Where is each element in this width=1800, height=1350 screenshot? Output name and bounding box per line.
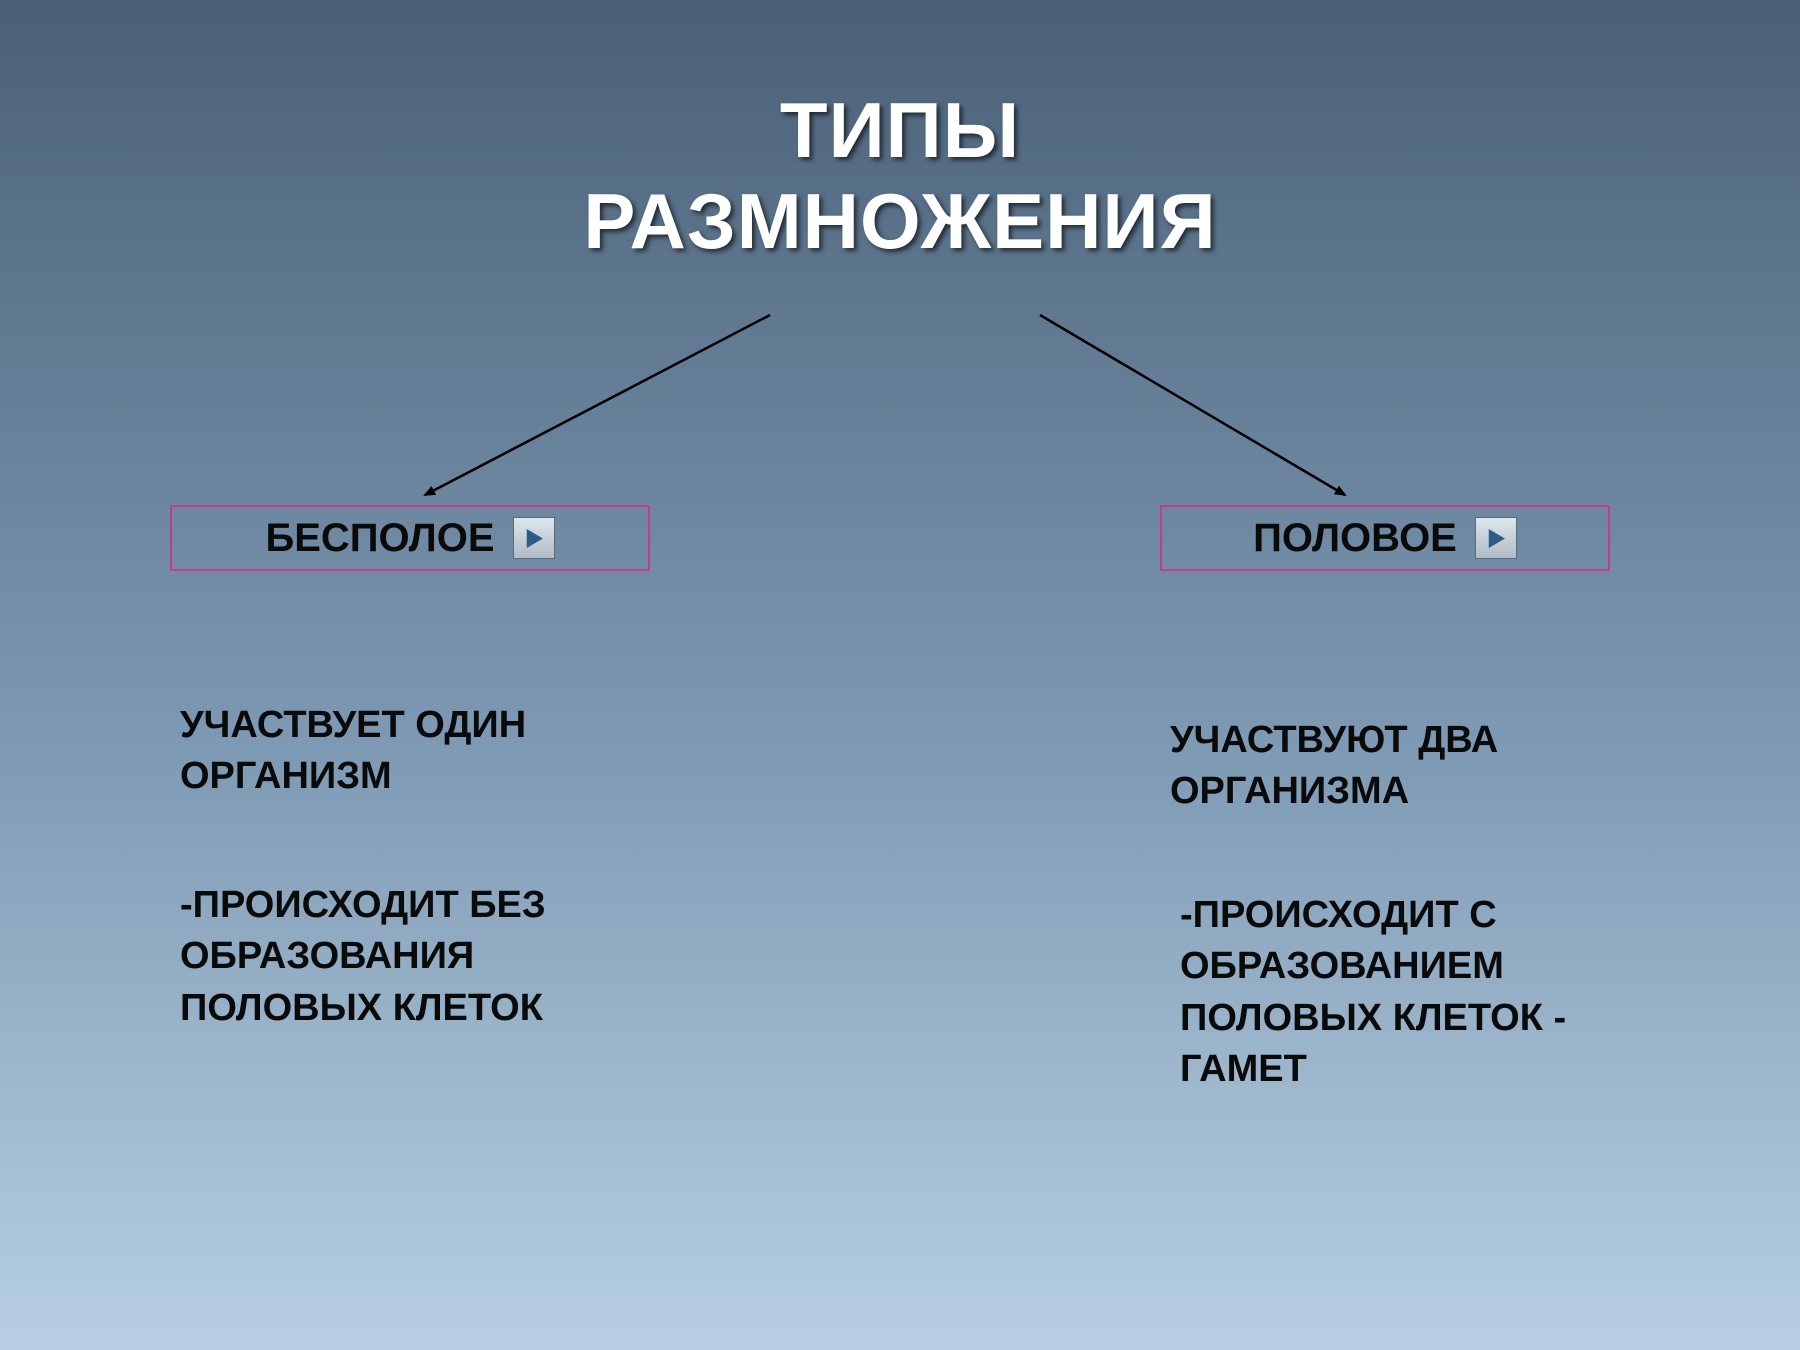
play-icon[interactable] [1475, 517, 1517, 559]
left-desc-2: -ПРОИСХОДИТ БЕЗ ОБРАЗОВАНИЯ ПОЛОВЫХ КЛЕТ… [180, 880, 580, 1034]
branch-label-left: БЕСПОЛОЕ [265, 516, 494, 561]
right-desc-2: -ПРОИСХОДИТ С ОБРАЗОВАНИЕМ ПОЛОВЫХ КЛЕТО… [1180, 890, 1610, 1095]
arrow-right [1040, 315, 1345, 495]
left-desc-1: УЧАСТВУЕТ ОДИН ОРГАНИЗМ [180, 700, 640, 803]
arrow-left [425, 315, 770, 495]
right-desc-1: УЧАСТВУЮТ ДВА ОРГАНИЗМА [1170, 715, 1600, 818]
branch-box-right: ПОЛОВОЕ [1160, 505, 1610, 571]
title-line-1: ТИПЫ [0, 85, 1800, 176]
slide-title: ТИПЫ РАЗМНОЖЕНИЯ [0, 85, 1800, 267]
branch-box-left: БЕСПОЛОЕ [170, 505, 650, 571]
branch-label-right: ПОЛОВОЕ [1253, 516, 1457, 561]
title-line-2: РАЗМНОЖЕНИЯ [0, 176, 1800, 267]
play-icon[interactable] [513, 517, 555, 559]
